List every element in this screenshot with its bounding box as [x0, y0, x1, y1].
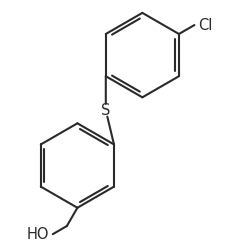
Text: S: S	[101, 103, 111, 118]
Text: HO: HO	[27, 227, 50, 242]
Text: Cl: Cl	[198, 18, 212, 33]
